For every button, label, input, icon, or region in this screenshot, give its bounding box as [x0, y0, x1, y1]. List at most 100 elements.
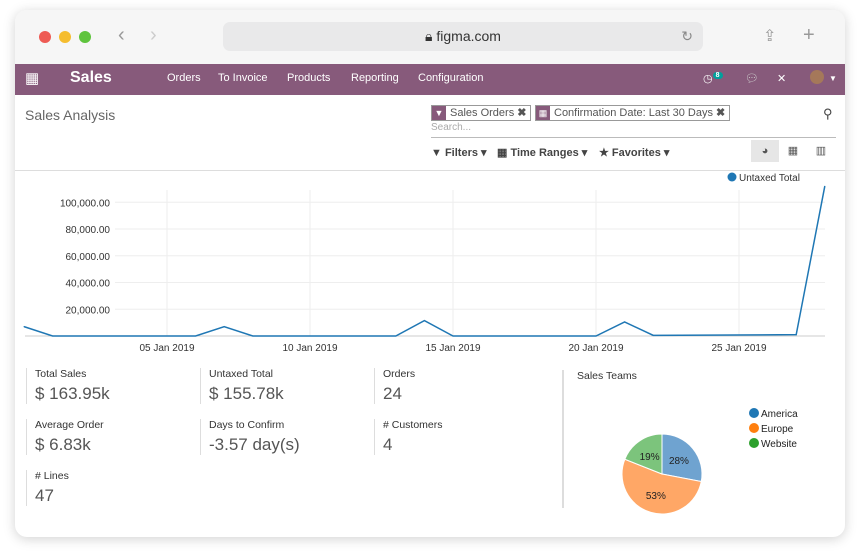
pie-chart: 28% America 53% Europe 19% Website — [621, 408, 798, 515]
legend-label: Website — [761, 439, 797, 450]
remove-facet-icon[interactable]: ✖ — [716, 107, 726, 119]
activity-badge: 8 — [712, 72, 723, 79]
favorites-label: Favorites — [611, 147, 661, 159]
user-menu-caret-icon[interactable]: ▼ — [829, 74, 837, 83]
data-point — [824, 185, 826, 187]
data-point — [795, 334, 797, 336]
filters-dropdown[interactable]: ▼ Filters ▾ — [431, 147, 487, 159]
menu-orders[interactable]: Orders — [167, 72, 201, 84]
tools-icon[interactable]: ✕ — [777, 73, 787, 85]
legend-label: America — [761, 409, 798, 420]
back-icon[interactable]: ‹ — [118, 24, 125, 46]
pie-slice — [624, 433, 663, 475]
kpi-value: -3.57 day(s) — [209, 435, 300, 454]
facet-sales-orders: ▼ Sales Orders ✖ — [431, 105, 532, 121]
y-tick-label: 100,000.00 — [60, 198, 110, 209]
legend-marker — [749, 423, 759, 433]
kpi-orders[interactable]: Orders 24 — [374, 368, 415, 404]
pie-slice — [661, 433, 703, 483]
data-point — [223, 326, 225, 328]
menu-to-invoice[interactable]: To Invoice — [218, 72, 268, 84]
filters-label: Filters — [444, 147, 478, 159]
data-point — [195, 335, 197, 337]
kpi-customers[interactable]: # Customers 4 — [374, 419, 443, 455]
minimize-window-button[interactable] — [59, 31, 71, 43]
kpi-label: Orders — [383, 368, 416, 380]
divider — [562, 370, 564, 508]
legend-label: Untaxed Total — [739, 173, 800, 184]
menu-configuration[interactable]: Configuration — [418, 72, 484, 84]
browser-window: ‹ › 🔒︎ figma.com ↻ ⇪ + ▦ Sales Orders To … — [15, 10, 845, 537]
app-name[interactable]: Sales — [70, 69, 112, 86]
y-tick-label: 40,000.00 — [66, 279, 111, 290]
favorites-dropdown[interactable]: ★ Favorites ▾ — [599, 147, 670, 159]
kpi-label: Untaxed Total — [209, 368, 274, 380]
dashboard-view-button[interactable]: ◕ — [751, 140, 779, 162]
data-point — [624, 321, 626, 323]
legend-marker — [727, 172, 737, 182]
address-bar[interactable]: 🔒︎ figma.com ↻ — [223, 22, 703, 51]
legend-marker — [749, 408, 759, 418]
series-line — [23, 186, 826, 337]
apps-menu-icon[interactable]: ▦ — [25, 70, 40, 87]
x-tick-label: 25 Jan 2019 — [711, 343, 766, 354]
messages-icon[interactable]: 💬︎ — [745, 73, 759, 85]
pie-title: Sales Teams — [577, 370, 637, 382]
kpi-label: Total Sales — [35, 368, 87, 380]
kpi-days-to-confirm[interactable]: Days to Confirm -3.57 day(s) — [200, 419, 300, 455]
control-panel: Sales Analysis ▼ Sales Orders ✖ ▦ Confirma… — [15, 95, 845, 171]
close-window-button[interactable] — [39, 31, 51, 43]
legend-marker — [749, 438, 759, 448]
data-point — [52, 335, 54, 337]
kpi-value: 47 — [35, 486, 54, 505]
filter-icon: ▼ — [432, 106, 446, 120]
kpi-average-order[interactable]: Average Order $ 6.83k — [26, 419, 104, 455]
data-point — [652, 334, 654, 336]
facet-label: Sales Orders — [450, 107, 515, 119]
forward-icon[interactable]: › — [150, 24, 157, 46]
x-tick-label: 20 Jan 2019 — [568, 343, 623, 354]
pivot-view-button[interactable]: ▦ — [787, 145, 799, 157]
x-tick-label: 15 Jan 2019 — [425, 343, 480, 354]
kpi-label: Days to Confirm — [209, 419, 285, 431]
search-input[interactable]: Search... — [431, 122, 836, 138]
reload-icon[interactable]: ↻ — [681, 28, 693, 44]
new-tab-icon[interactable]: + — [803, 24, 815, 46]
data-point — [423, 320, 425, 322]
maximize-window-button[interactable] — [79, 31, 91, 43]
kpi-untaxed-total[interactable]: Untaxed Total $ 155.78k — [200, 368, 284, 404]
menu-products[interactable]: Products — [287, 72, 331, 84]
menu-reporting[interactable]: Reporting — [351, 72, 399, 84]
kpi-total-sales[interactable]: Total Sales $ 163.95k — [26, 368, 110, 404]
kpi-label: Average Order — [35, 419, 104, 431]
page-title: Sales Analysis — [25, 107, 116, 123]
avatar[interactable] — [810, 70, 824, 84]
top-nav: ▦ Sales Orders To Invoice Products Repor… — [15, 64, 845, 95]
kpi-value: 24 — [383, 384, 402, 403]
browser-toolbar: ‹ › 🔒︎ figma.com ↻ ⇪ + — [15, 10, 845, 64]
graph-view-button[interactable]: ▥ — [815, 145, 827, 157]
kpi-value: $ 6.83k — [35, 435, 91, 454]
remove-facet-icon[interactable]: ✖ — [517, 107, 527, 119]
time-ranges-label: Time Ranges — [510, 147, 579, 159]
pie-slice — [621, 458, 702, 515]
time-ranges-dropdown[interactable]: ▦ Time Ranges ▾ — [497, 147, 588, 159]
lock-icon: 🔒︎ — [425, 28, 437, 44]
y-tick-label: 60,000.00 — [66, 252, 111, 263]
calendar-icon: ▦ — [536, 106, 550, 120]
legend-label: Europe — [761, 424, 794, 435]
x-tick-label: 05 Jan 2019 — [139, 343, 194, 354]
activity-icon[interactable]: ◷ 8 — [703, 72, 723, 85]
search-icon[interactable]: ⚲ — [823, 106, 833, 121]
kpi-lines[interactable]: # Lines 47 — [26, 470, 69, 506]
data-point — [452, 335, 454, 337]
y-tick-label: 20,000.00 — [66, 305, 111, 316]
facet-label: Confirmation Date: Last 30 Days — [554, 107, 713, 119]
kpi-value: 4 — [383, 435, 393, 454]
line-chart: 20,000.00 40,000.00 60,000.00 80,000.00 100,… — [23, 172, 826, 354]
share-icon[interactable]: ⇪ — [763, 28, 777, 45]
pie-label: 53% — [646, 491, 666, 502]
pie-label: 28% — [669, 456, 689, 467]
facet-confirmation-date: ▦ Confirmation Date: Last 30 Days ✖ — [535, 105, 731, 121]
kpi-value: $ 163.95k — [35, 384, 110, 403]
